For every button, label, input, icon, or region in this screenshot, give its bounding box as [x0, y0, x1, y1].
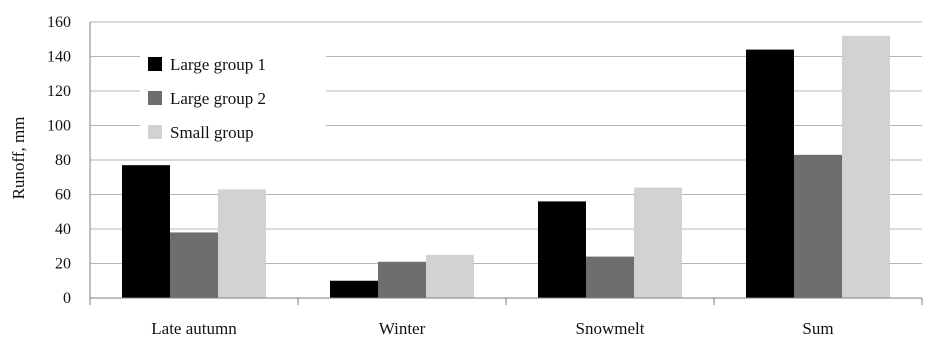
y-tick-label-40: 40 — [55, 221, 71, 238]
y-tick-label-140: 140 — [47, 49, 71, 66]
bar-late-autumn-large-group-1 — [122, 165, 170, 298]
bar-late-autumn-small-group — [218, 189, 266, 298]
legend: Large group 1 Large group 2 Small group — [140, 46, 326, 154]
bar-sum-large-group-1 — [746, 49, 794, 298]
legend-swatch-large-group-1 — [148, 57, 162, 71]
x-tick-label-late-autumn: Late autumn — [151, 319, 237, 337]
x-tick-label-snowmelt: Snowmelt — [576, 319, 645, 337]
bar-winter-large-group-1 — [330, 280, 378, 298]
legend-background — [140, 46, 326, 154]
legend-swatch-small-group — [148, 125, 162, 139]
y-tick-label-0: 0 — [63, 290, 71, 307]
y-tick-label-120: 120 — [47, 83, 71, 100]
y-tick-label-100: 100 — [47, 118, 71, 135]
bar-snowmelt-small-group — [634, 187, 682, 298]
bar-snowmelt-large-group-2 — [586, 256, 634, 298]
legend-label-large-group-2: Large group 2 — [170, 89, 266, 108]
y-tick-label-160: 160 — [47, 14, 71, 31]
legend-label-small-group: Small group — [170, 123, 254, 142]
axes: 0 20 40 60 80 100 120 140 160 Late autumn Winter Sn… — [47, 14, 923, 337]
y-tick-label-80: 80 — [55, 152, 71, 169]
legend-label-large-group-1: Large group 1 — [170, 55, 266, 74]
bar-winter-small-group — [426, 254, 474, 298]
bar-snowmelt-large-group-1 — [538, 201, 586, 298]
bar-sum-small-group — [842, 35, 890, 299]
legend-swatch-large-group-2 — [148, 91, 162, 105]
x-tick-label-sum: Sum — [802, 319, 833, 337]
x-tick-label-winter: Winter — [379, 319, 426, 337]
bar-sum-large-group-2 — [794, 154, 842, 298]
y-tick-label-60: 60 — [55, 187, 71, 204]
bars — [122, 35, 890, 299]
bar-winter-large-group-2 — [378, 261, 426, 298]
bar-late-autumn-large-group-2 — [170, 232, 218, 298]
y-tick-label-20: 20 — [55, 256, 71, 273]
y-axis-title: Runoff, mm — [9, 117, 28, 200]
